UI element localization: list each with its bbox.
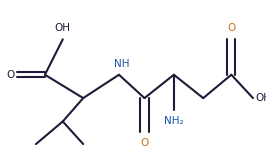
Text: O: O [227, 23, 235, 33]
Text: NH₂: NH₂ [164, 116, 184, 126]
Text: OH: OH [256, 93, 266, 103]
Text: OH: OH [55, 23, 71, 33]
Text: O: O [140, 138, 149, 148]
Text: O: O [6, 70, 14, 80]
Text: NH: NH [114, 59, 129, 69]
